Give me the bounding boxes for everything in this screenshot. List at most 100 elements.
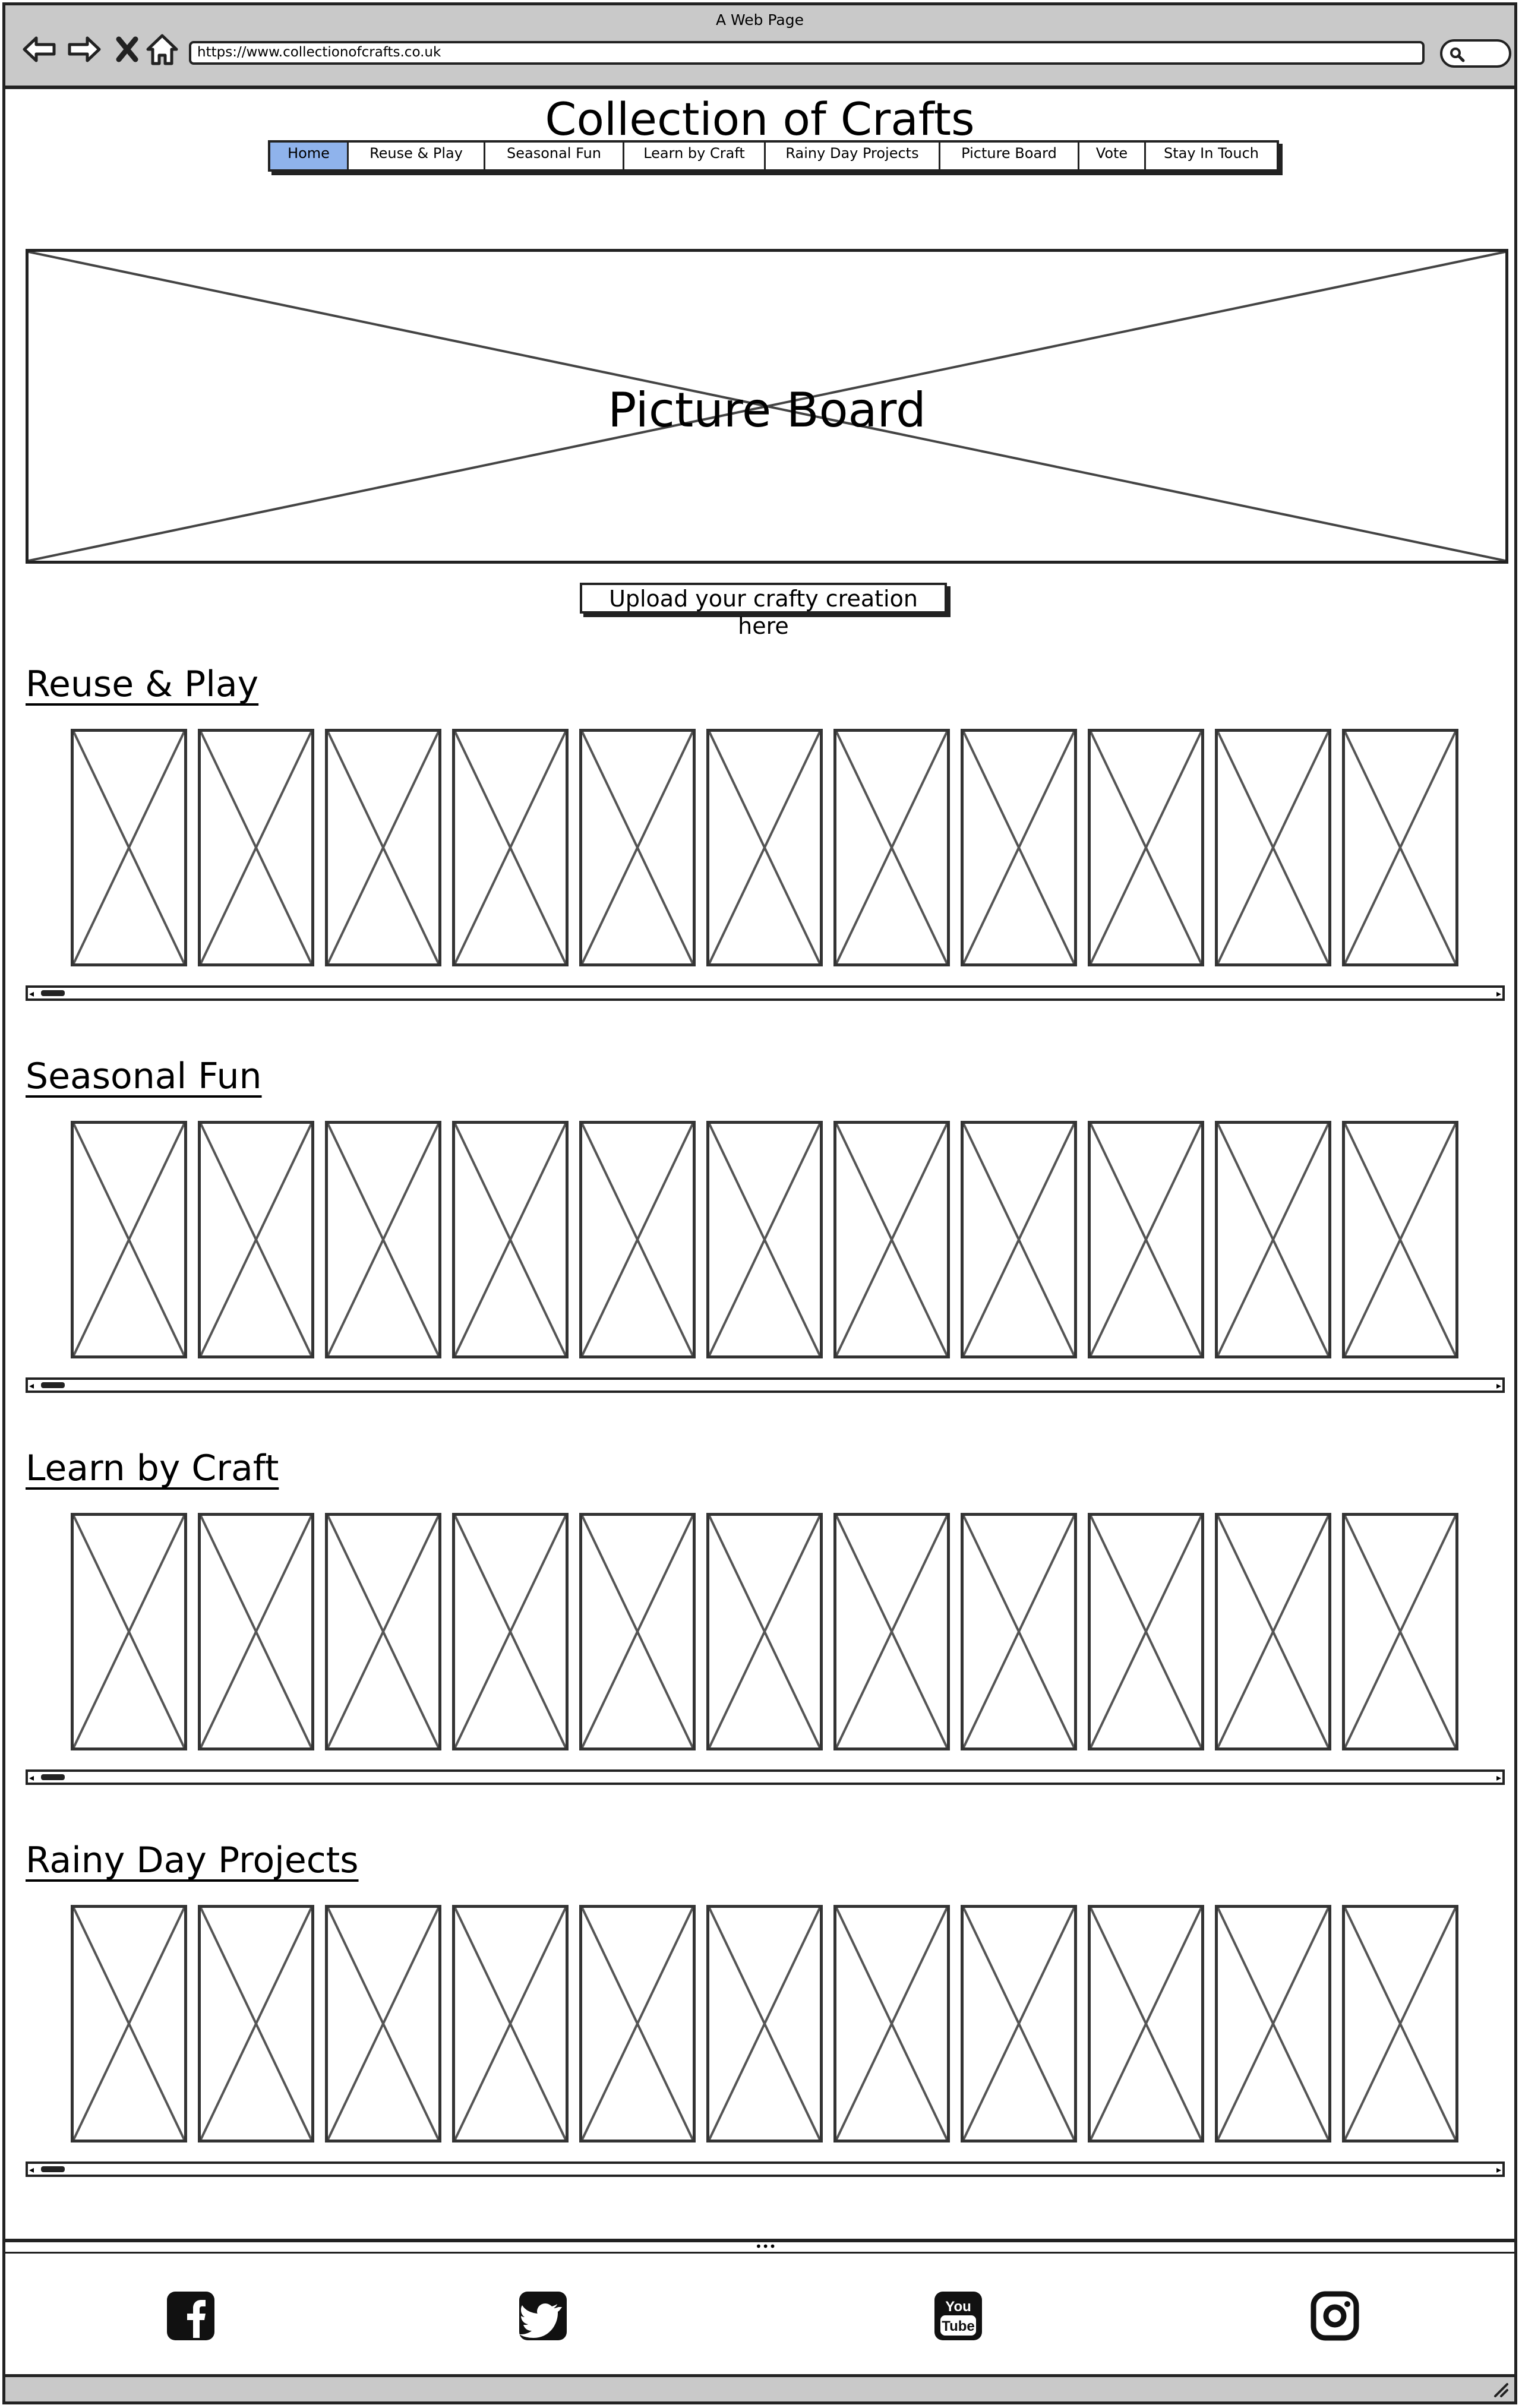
section-title-reuse-play[interactable]: Reuse & Play <box>26 663 259 705</box>
craft-thumbnail[interactable] <box>198 1513 314 1750</box>
menu-item-home[interactable]: Home <box>270 143 349 169</box>
craft-thumbnail[interactable] <box>706 1121 823 1358</box>
craft-thumbnail[interactable] <box>579 1905 696 2142</box>
image-placeholder-icon <box>455 732 566 963</box>
craft-thumbnail[interactable] <box>198 729 314 966</box>
scroll-thumb[interactable] <box>41 1382 65 1388</box>
menu-item-learn-by-craft[interactable]: Learn by Craft <box>624 143 766 169</box>
craft-thumbnail[interactable] <box>325 729 441 966</box>
scroll-left-icon[interactable]: ◂ <box>29 1772 34 1783</box>
craft-thumbnail[interactable] <box>452 729 569 966</box>
section-title-learn-by-craft[interactable]: Learn by Craft <box>26 1448 279 1489</box>
picture-board-hero[interactable]: Picture Board <box>26 249 1508 564</box>
craft-thumbnail[interactable] <box>579 1121 696 1358</box>
section-title-rainy-day-projects[interactable]: Rainy Day Projects <box>26 1840 359 1881</box>
twitter-icon[interactable] <box>518 2290 568 2341</box>
craft-thumbnail[interactable] <box>325 1121 441 1358</box>
image-placeholder-icon <box>964 732 1074 963</box>
craft-thumbnail[interactable] <box>325 1513 441 1750</box>
scroll-right-icon[interactable]: ▸ <box>1496 988 1501 999</box>
craft-thumbnail[interactable] <box>452 1121 569 1358</box>
horizontal-scrollbar[interactable]: ◂ ▸ <box>26 2161 1505 2177</box>
craft-thumbnail[interactable] <box>833 729 950 966</box>
craft-thumbnail[interactable] <box>1088 1905 1204 2142</box>
image-placeholder-icon <box>1345 732 1455 963</box>
craft-thumbnail[interactable] <box>961 1121 1077 1358</box>
craft-thumbnail[interactable] <box>706 1905 823 2142</box>
craft-thumbnail[interactable] <box>71 1121 187 1358</box>
address-bar[interactable]: https://www.collectionofcrafts.co.uk <box>189 41 1425 65</box>
back-icon[interactable] <box>22 31 58 67</box>
facebook-icon[interactable] <box>166 2290 216 2341</box>
menu-item-stay-in-touch[interactable]: Stay In Touch <box>1164 145 1259 162</box>
craft-thumbnail[interactable] <box>579 1513 696 1750</box>
close-icon[interactable] <box>115 31 139 67</box>
scroll-right-icon[interactable]: ▸ <box>1496 1380 1501 1391</box>
menu-item-rainy-day-projects[interactable]: Rainy Day Projects <box>766 143 940 169</box>
section-title-seasonal-fun[interactable]: Seasonal Fun <box>26 1056 262 1097</box>
craft-thumbnail[interactable] <box>198 1121 314 1358</box>
craft-thumbnail[interactable] <box>1088 729 1204 966</box>
menu-item-vote[interactable]: Vote <box>1079 143 1146 169</box>
craft-thumbnail[interactable] <box>961 1905 1077 2142</box>
splitter-grip-icon[interactable]: ••• <box>755 2239 776 2254</box>
image-placeholder-icon <box>74 1124 184 1355</box>
craft-thumbnail[interactable] <box>706 1513 823 1750</box>
craft-thumbnail[interactable] <box>1215 1121 1331 1358</box>
craft-thumbnail[interactable] <box>1342 1121 1458 1358</box>
upload-button[interactable]: Upload your crafty creation here <box>580 583 947 639</box>
craft-thumbnail[interactable] <box>325 1905 441 2142</box>
browser-search-button[interactable] <box>1440 39 1511 68</box>
craft-thumbnail[interactable] <box>1342 1905 1458 2142</box>
scroll-right-icon[interactable]: ▸ <box>1496 1772 1501 1783</box>
craft-thumbnail[interactable] <box>452 1513 569 1750</box>
craft-thumbnail[interactable] <box>1215 729 1331 966</box>
craft-thumbnail[interactable] <box>452 1905 569 2142</box>
craft-thumbnail[interactable] <box>1088 1121 1204 1358</box>
scroll-right-icon[interactable]: ▸ <box>1496 2164 1501 2175</box>
craft-thumbnail[interactable] <box>961 1513 1077 1750</box>
craft-thumbnail[interactable] <box>71 729 187 966</box>
craft-thumbnail[interactable] <box>833 1121 950 1358</box>
image-placeholder-icon <box>74 1516 184 1747</box>
horizontal-scrollbar[interactable]: ◂ ▸ <box>26 1377 1505 1393</box>
craft-thumbnail[interactable] <box>71 1513 187 1750</box>
image-placeholder-icon <box>709 732 820 963</box>
scroll-left-icon[interactable]: ◂ <box>29 1380 34 1391</box>
resize-grip-icon[interactable] <box>1493 2382 1508 2397</box>
craft-thumbnail[interactable] <box>1215 1513 1331 1750</box>
browser-chrome: A Web Page https://www.collectionofcraft… <box>5 5 1514 89</box>
scroll-left-icon[interactable]: ◂ <box>29 988 34 999</box>
forward-icon[interactable] <box>66 31 102 67</box>
craft-thumbnail[interactable] <box>706 729 823 966</box>
scroll-thumb[interactable] <box>41 2166 65 2172</box>
image-placeholder-icon <box>1218 732 1328 963</box>
craft-thumbnail[interactable] <box>1342 1513 1458 1750</box>
status-bar <box>5 2374 1514 2401</box>
craft-thumbnail[interactable] <box>71 1905 187 2142</box>
image-placeholder-icon <box>836 732 947 963</box>
craft-thumbnail[interactable] <box>833 1513 950 1750</box>
window-title: A Web Page <box>715 11 804 29</box>
craft-thumbnail[interactable] <box>1088 1513 1204 1750</box>
home-icon[interactable] <box>146 31 179 67</box>
scroll-thumb[interactable] <box>41 1774 65 1780</box>
craft-thumbnail[interactable] <box>1342 729 1458 966</box>
scroll-left-icon[interactable]: ◂ <box>29 2164 34 2175</box>
image-placeholder-icon <box>836 1124 947 1355</box>
menu-item-seasonal-fun[interactable]: Seasonal Fun <box>485 143 624 169</box>
horizontal-scrollbar[interactable]: ◂ ▸ <box>26 1769 1505 1785</box>
craft-thumbnail[interactable] <box>833 1905 950 2142</box>
menu-item-picture-board[interactable]: Picture Board <box>940 143 1079 169</box>
menu-item-reuse-play[interactable]: Reuse & Play <box>349 143 485 169</box>
craft-thumbnail[interactable] <box>579 729 696 966</box>
craft-thumbnail[interactable] <box>961 729 1077 966</box>
instagram-icon[interactable] <box>1310 2290 1360 2341</box>
horizontal-scrollbar[interactable]: ◂ ▸ <box>26 985 1505 1001</box>
craft-thumbnail[interactable] <box>1215 1905 1331 2142</box>
craft-thumbnail[interactable] <box>198 1905 314 2142</box>
scroll-thumb[interactable] <box>41 990 65 996</box>
youtube-icon[interactable]: You Tube <box>933 2290 983 2341</box>
image-placeholder-icon <box>328 1124 438 1355</box>
